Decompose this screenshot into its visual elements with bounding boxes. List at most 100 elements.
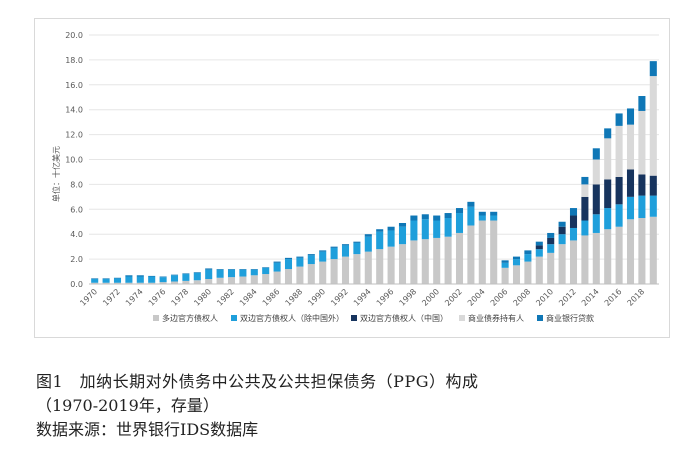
bar-segment-1974-series-0: [136, 282, 144, 284]
y-tick-label: 18.0: [65, 56, 83, 65]
bar-segment-2001-series-1: [444, 218, 452, 237]
bar-segment-1984-series-1: [250, 269, 258, 276]
y-tick-label: 0.0: [70, 280, 83, 289]
bar-segment-2009-series-1: [535, 249, 543, 257]
bar-segment-2013-series-4: [581, 176, 589, 185]
stacked-bar-chart: 0.02.04.06.08.010.012.014.016.018.020.0 …: [51, 31, 659, 323]
bar-segment-1970-series-0: [91, 282, 99, 284]
legend-label: 多边官方债权人: [162, 313, 218, 323]
bar-segment-1986-series-1: [273, 262, 281, 272]
bar-segment-1980-series-0: [205, 279, 213, 284]
bar-segment-1980-series-1: [205, 269, 213, 280]
bar-segment-1994-series-0: [364, 251, 372, 284]
bar-segment-2016-series-2: [615, 176, 623, 205]
bar-segment-2007-series-0: [512, 265, 521, 284]
bar-segment-1970-series-4: [91, 278, 99, 280]
x-axis-ticks: 1970 1972 1974 1976 1978 1980 1982 1984 1986 1988…: [78, 287, 646, 308]
bar-segment-2019-series-3: [649, 76, 657, 176]
bar-segment-1996-series-4: [387, 226, 395, 231]
y-tick-label: 12.0: [65, 131, 83, 140]
bar-segment-1977-series-4: [170, 274, 179, 276]
legend: 多边官方债权人 双边官方债权人（除中国外） 双边官方债权人（中国） 商业债券持有人 商业…: [153, 313, 594, 323]
bar-segment-1974-series-1: [136, 276, 144, 283]
bar-segment-2012-series-1: [569, 227, 578, 241]
bar-segment-1998-series-4: [410, 215, 418, 221]
bar-segment-2014-series-0: [592, 232, 600, 284]
bar-segment-2018-series-4: [638, 96, 646, 111]
bar-segment-2015-series-0: [604, 229, 612, 284]
x-tick-label: 2018: [626, 287, 647, 308]
x-tick-label: 2012: [557, 287, 578, 308]
bar-segment-2008-series-4: [524, 250, 532, 255]
bar-segment-1976-series-0: [159, 282, 167, 284]
bar-segment-2004-series-0: [478, 220, 486, 284]
bar-segment-1995-series-4: [376, 229, 384, 232]
bar-segment-1971-series-0: [102, 282, 110, 284]
bar-segment-2010-series-1: [547, 244, 555, 253]
y-tick-label: 8.0: [70, 180, 83, 189]
y-tick-label: 14.0: [65, 106, 83, 115]
y-tick-label: 10.0: [65, 156, 83, 165]
bar-segment-1991-series-1: [330, 247, 338, 260]
x-tick-label: 1980: [192, 287, 213, 308]
x-tick-label: 1976: [147, 287, 168, 308]
bar-segment-2018-series-0: [638, 218, 646, 284]
bar-segment-1979-series-0: [193, 280, 201, 284]
bar-segment-2017-series-4: [626, 108, 635, 125]
bar-segment-1985-series-1: [262, 267, 270, 275]
bar-segment-2000-series-4: [433, 215, 441, 221]
bar-segment-2012-series-2: [569, 215, 578, 228]
bar-segment-2005-series-0: [490, 220, 498, 284]
x-tick-label: 1994: [352, 287, 373, 308]
bar-segment-1992-series-1: [341, 245, 350, 257]
bar-segment-2000-series-1: [433, 220, 441, 238]
bar-segment-2014-series-3: [592, 159, 600, 185]
bar-segment-1971-series-4: [102, 278, 110, 280]
bar-segment-2012-series-0: [569, 240, 578, 284]
figure-caption-subtitle: （1970-2019年，存量）: [36, 396, 219, 415]
bar-segment-1977-series-0: [170, 281, 179, 284]
bar-segment-1989-series-1: [307, 255, 315, 265]
bar-segment-1991-series-4: [330, 246, 338, 248]
bar-segment-2006-series-4: [501, 260, 509, 263]
bar-segment-2002-series-1: [455, 213, 464, 233]
bar-segment-1981-series-1: [216, 269, 224, 278]
bar-segment-1995-series-0: [376, 249, 384, 284]
bar-segment-2012-series-4: [569, 208, 578, 216]
bar-segment-1973-series-0: [125, 282, 133, 284]
bar-segment-2014-series-1: [592, 214, 600, 233]
bar-segment-2019-series-1: [649, 195, 657, 217]
bar-segment-1982-series-1: [227, 269, 236, 278]
bar-segment-2013-series-0: [581, 235, 589, 284]
bar-segment-1993-series-0: [353, 254, 361, 284]
bar-segment-2015-series-4: [604, 128, 612, 139]
bar-segment-2014-series-4: [592, 148, 600, 160]
bar-segment-1988-series-1: [296, 257, 304, 267]
figure-caption-title: 图1 加纳长期对外债务中公共及公共担保债务（PPG）构成: [36, 372, 479, 391]
x-tick-label: 2016: [603, 287, 624, 308]
bar-segment-2016-series-0: [615, 226, 623, 284]
bar-segment-2000-series-0: [433, 237, 441, 284]
bar-segment-1990-series-1: [319, 251, 327, 262]
x-tick-label: 2014: [580, 287, 601, 308]
y-tick-label: 2.0: [70, 255, 83, 264]
bar-segment-1986-series-0: [273, 271, 281, 284]
bar-segment-1987-series-1: [284, 259, 293, 270]
x-tick-label: 1990: [306, 287, 327, 308]
x-tick-label: 2004: [466, 287, 487, 308]
bar-segment-2007-series-1: [512, 259, 521, 266]
bar-segment-2009-series-4: [535, 241, 543, 246]
bar-segment-1992-series-4: [341, 244, 350, 246]
legend-swatch: [459, 315, 465, 321]
bar-segment-1970-series-1: [91, 279, 99, 283]
bar-segment-2019-series-2: [649, 175, 657, 196]
bars: [91, 61, 657, 284]
bar-segment-2001-series-4: [444, 213, 452, 219]
chart-panel: 0.0 2.0 4.0 6.0 8.0 10.0 12.0 14.0 16.0 18.0 20.0 …: [34, 18, 670, 338]
bar-segment-2003-series-0: [467, 225, 475, 284]
x-tick-label: 1998: [398, 287, 419, 308]
bar-segment-2017-series-3: [626, 124, 635, 170]
bar-segment-2001-series-0: [444, 236, 452, 284]
x-tick-label: 1984: [238, 287, 259, 308]
y-tick-label: 6.0: [70, 205, 83, 214]
